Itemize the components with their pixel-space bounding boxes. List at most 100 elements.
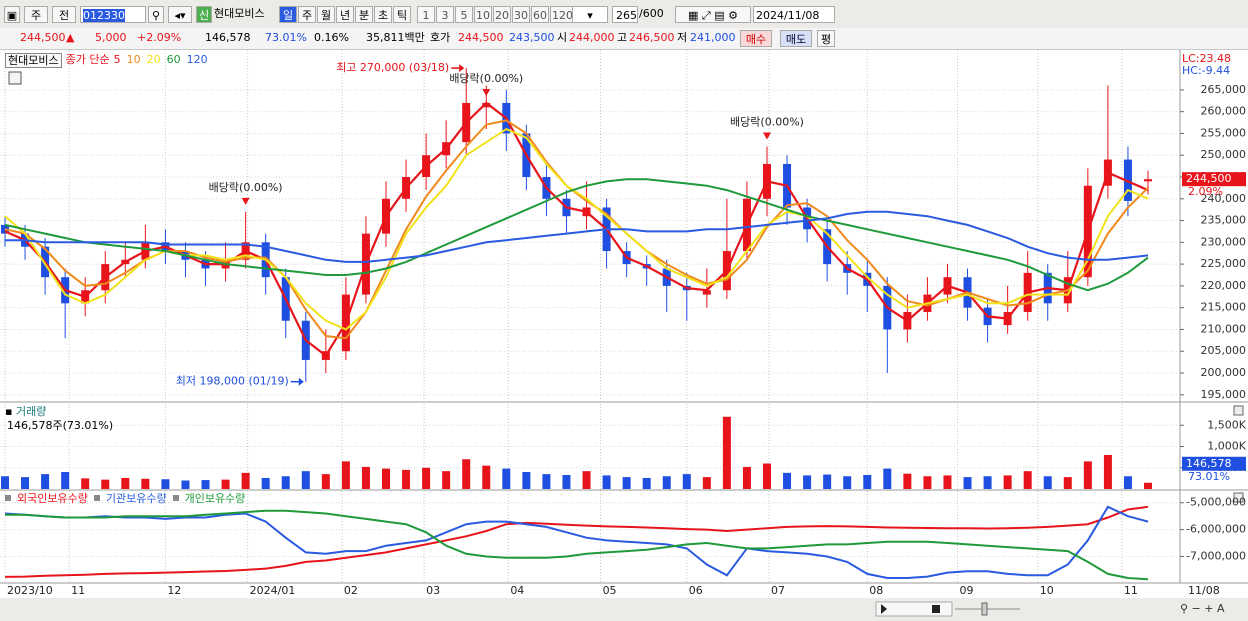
last-rate-label: 2.09%: [1188, 185, 1223, 198]
interval-button[interactable]: 20: [493, 6, 511, 23]
legend-entry: 60: [166, 53, 181, 66]
volume-bar: [602, 475, 611, 489]
zoom-tools[interactable]: ⚲ − + A: [1180, 602, 1225, 615]
change-rate: +2.09%: [137, 31, 182, 44]
volume-bar: [121, 477, 130, 489]
open-label: 시: [557, 31, 568, 44]
moving-average-line: [4, 127, 1149, 331]
stop-icon[interactable]: [932, 605, 940, 613]
interval-button[interactable]: 1: [417, 6, 435, 23]
unit-button[interactable]: 주: [298, 6, 316, 23]
sound-button[interactable]: ◂▾: [168, 6, 192, 23]
legend-entry: 기관보유수량: [105, 492, 167, 505]
mode-select[interactable]: 전: [52, 6, 76, 23]
interval-button[interactable]: 60: [531, 6, 549, 23]
last-volume-box: [1182, 456, 1246, 471]
last-volume-label: 146,578: [1186, 457, 1232, 470]
annotation-text: 배당락(0.00%): [730, 116, 804, 129]
interval-button[interactable]: 3: [436, 6, 454, 23]
unit-button[interactable]: 일: [279, 6, 297, 23]
volume-bar: [462, 459, 471, 489]
unit-button[interactable]: 년: [336, 6, 354, 23]
change-arrow: ▲: [66, 31, 75, 44]
interval-dropdown[interactable]: ▾: [572, 6, 608, 23]
volume-bar: [983, 476, 992, 489]
sell-button[interactable]: 매도: [780, 30, 812, 47]
x-tick-label: 2024/01: [250, 584, 296, 597]
code-input[interactable]: 012330: [80, 6, 146, 23]
y-tick-label: 210,000: [1201, 322, 1247, 335]
volume-bar: [181, 480, 190, 489]
volume-bar: [622, 477, 631, 489]
legend-swatch: [5, 495, 11, 501]
holdings-line: [4, 505, 1149, 579]
volume-bar: [1103, 455, 1112, 489]
y-tick-label: 250,000: [1201, 148, 1247, 161]
volume-title: ▪ 거래량: [5, 405, 47, 418]
volume-bar: [1063, 477, 1072, 489]
zoom-handle[interactable]: [981, 602, 988, 616]
volume-bar: [662, 476, 671, 489]
candle-body: [702, 290, 711, 295]
y-tick-label: 265,000: [1201, 83, 1247, 96]
volume-bar: [402, 469, 411, 489]
annotation-flag: [241, 197, 250, 205]
holdings-line: [5, 509, 1149, 581]
bottom-toolbar: [0, 598, 1248, 621]
period-select[interactable]: 주: [24, 6, 48, 23]
count-input[interactable]: 265: [612, 6, 638, 23]
volume-bar: [783, 472, 792, 489]
unit-button[interactable]: 초: [374, 6, 392, 23]
unit-button[interactable]: 월: [317, 6, 335, 23]
menu-icon[interactable]: ▣: [4, 6, 20, 23]
high-label: 고: [617, 31, 628, 44]
volume-bar: [702, 477, 711, 489]
x-tick-label: 02: [344, 584, 358, 597]
legend-entry: 개인보유수량: [184, 492, 246, 505]
avg-button[interactable]: 평: [817, 30, 835, 47]
close-button[interactable]: [1233, 405, 1244, 416]
volume-bar: [21, 477, 30, 489]
table-icon[interactable]: [8, 71, 22, 85]
open: 244,000: [569, 31, 615, 44]
legend-entry: 10: [126, 53, 141, 66]
last-volume-rate: 73.01%: [1188, 470, 1230, 483]
volume-bar: [341, 461, 350, 489]
x-tick-label: 05: [603, 584, 617, 597]
annotation-text: 최고 270,000 (03/18): [336, 61, 449, 74]
amount: 35,811백만: [366, 31, 425, 44]
interval-button[interactable]: 10: [474, 6, 492, 23]
play-icon[interactable]: [881, 604, 887, 614]
scroll-buttons[interactable]: [875, 601, 953, 617]
interval-button[interactable]: 30: [512, 6, 530, 23]
unit-button[interactable]: 분: [355, 6, 373, 23]
volume-bar: [522, 472, 531, 489]
legend-entry: 외국인보유수량: [17, 492, 88, 505]
interval-button[interactable]: 5: [455, 6, 473, 23]
legend-swatch: [93, 495, 100, 501]
volume-bar: [823, 474, 832, 489]
tool-icons[interactable]: ▦ ⤢ ▤ ⚙: [675, 6, 751, 23]
close-button[interactable]: [1233, 492, 1244, 503]
volume-bar: [41, 474, 50, 489]
legend-entry: 20: [146, 53, 161, 66]
x-tick-label: 04: [510, 584, 524, 597]
annotation-text: 배당락(0.00%): [209, 181, 283, 194]
volume-bar: [1043, 476, 1052, 489]
date-input[interactable]: 2024/11/08: [753, 6, 835, 23]
last-date: 11/08: [1188, 584, 1220, 597]
y-tick-label: 195,000: [1201, 388, 1247, 401]
y-tick-label: 240,000: [1201, 192, 1247, 205]
search-button[interactable]: ⚲: [148, 6, 164, 23]
volume-bar: [241, 472, 250, 489]
volume-bar: [722, 416, 731, 489]
volume-bar: [582, 471, 591, 489]
volume-bar: [1003, 475, 1012, 489]
y-tick-label: -6,000,000: [1186, 523, 1246, 536]
bid: 243,500: [509, 31, 555, 44]
unit-button[interactable]: 틱: [393, 6, 411, 23]
buy-button[interactable]: 매수: [740, 30, 772, 47]
